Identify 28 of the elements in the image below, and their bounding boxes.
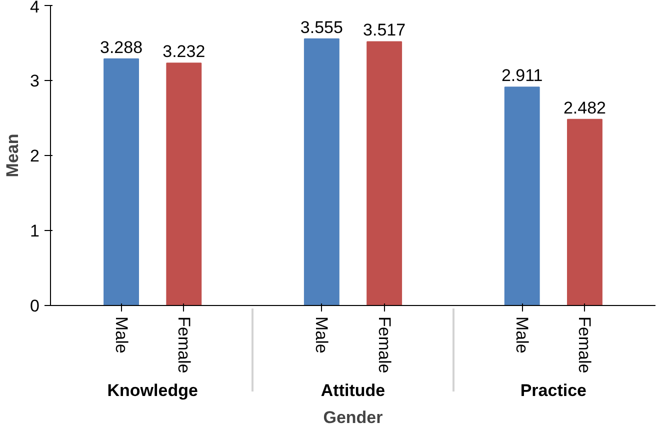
text: Male [512, 316, 532, 354]
y-tick-label: 0 [30, 296, 40, 316]
bar [366, 41, 402, 306]
x-axis-title: Gender [323, 408, 384, 428]
text: Male [112, 316, 131, 354]
y-tick-label: 4 [30, 0, 40, 16]
text: Female [374, 316, 394, 374]
bar [104, 58, 139, 306]
text: Female [174, 316, 194, 374]
data-label: 3.288 [100, 38, 143, 57]
bar [504, 86, 540, 306]
y-tick-label: 2 [30, 146, 40, 166]
data-label: 3.555 [300, 18, 343, 37]
x-tick-label: Practice [520, 381, 587, 400]
data-label: 3.232 [162, 42, 206, 62]
text: Female [575, 316, 594, 374]
x-tick-label: Knowledge [107, 381, 198, 400]
data-label: 3.517 [363, 20, 406, 40]
y-axis-title: Mean [3, 134, 22, 178]
data-label: 2.482 [563, 98, 606, 118]
y-tick-label: 3 [30, 72, 40, 90]
y-tick-label: 1 [30, 222, 40, 240]
bar [567, 118, 602, 306]
text: Male [312, 316, 332, 354]
x-tick-label: Attitude [320, 381, 386, 400]
bar [166, 62, 202, 306]
data-label: 2.911 [501, 66, 543, 86]
bar [304, 38, 340, 306]
